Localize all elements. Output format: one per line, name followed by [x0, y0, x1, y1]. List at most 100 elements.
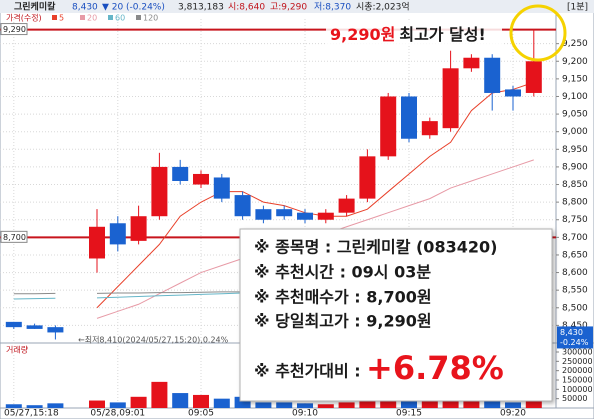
volume-bar: [276, 402, 293, 408]
reference-label-bg: [0, 23, 28, 36]
y-tick-label: 9,200: [562, 57, 588, 67]
candle-body: [359, 156, 376, 199]
volume-bar: [359, 396, 376, 408]
info-row: ※ 당일최고가 : 9,290원: [254, 312, 432, 331]
info-row: ※ 추천매수가 : 8,700원: [254, 288, 432, 307]
candle-body: [5, 321, 22, 328]
info-row: ※ 추천가대비 :: [254, 362, 361, 381]
volume-bar: [172, 393, 189, 408]
candle-body: [317, 212, 334, 220]
volume-title: 거래량: [6, 345, 29, 355]
y-tick-label: 8,850: [562, 180, 588, 190]
legend-swatch: [80, 15, 85, 20]
y-tick-label: 8,950: [562, 145, 588, 155]
legend-swatch: [108, 15, 113, 20]
callout: 9,290원 최고가 달성!: [330, 25, 486, 44]
volume-tick-label: 300000: [562, 348, 593, 357]
callout-bg: [326, 22, 502, 46]
y-tick-label: 8,450: [562, 321, 588, 331]
y-tick-label: 9,000: [562, 127, 588, 137]
volume-bar: [5, 404, 22, 408]
volume-bar: [213, 398, 230, 408]
market-cap: 시총:2,023억: [356, 1, 410, 13]
candle-body: [442, 68, 459, 129]
callout-price: 9,290원: [330, 25, 395, 44]
y-tick-label: 8,550: [562, 286, 588, 296]
y-tick-label: 9,050: [562, 110, 588, 120]
low-note: ←최저8,410(2024/05/27,15:20),0.24%: [78, 335, 229, 345]
volume-tick-label: 250000: [562, 357, 593, 366]
legend-label: 5: [59, 14, 64, 23]
ma-line: [13, 297, 56, 300]
y-tick-label: 9,150: [562, 74, 588, 84]
legend-title: 가격(수정): [6, 13, 42, 23]
price: 8,430: [72, 3, 98, 13]
candle-body: [130, 216, 147, 241]
candle-body: [421, 121, 438, 136]
volume: 3,813,183: [178, 3, 224, 13]
candle-body: [234, 195, 251, 217]
volume-bar: [255, 402, 272, 408]
volume-bar: [317, 404, 334, 408]
reference-label: 8,700: [3, 233, 26, 242]
change: ▼ 20: [102, 3, 124, 13]
volume-bar: [151, 381, 168, 408]
candle-body: [297, 212, 313, 220]
volume-tick-label: 200000: [562, 366, 593, 375]
legend-swatch: [52, 15, 57, 20]
candle-body: [255, 209, 272, 220]
candle-body: [26, 325, 43, 329]
open: 시:8,640: [228, 2, 265, 13]
volume-bar: [338, 402, 355, 408]
last-price: 8,430: [560, 328, 583, 337]
header-bar: [0, 0, 594, 13]
change-rate: (-0.24%): [126, 3, 165, 13]
candle-body: [463, 57, 480, 69]
info-row: ※ 추천시간 : 09시 03분: [254, 263, 431, 282]
volume-bar: [234, 396, 251, 408]
candle-body: [484, 57, 501, 93]
y-tick-label: 8,650: [562, 250, 588, 260]
low: 저:8,370: [314, 2, 351, 13]
x-tick-label: 05/28,09:01: [90, 409, 145, 419]
overlay: ※ 종목명 : 그린케미칼 (083420) ※ 추천시간 : 09시 03분 …: [239, 4, 567, 402]
y-tick-label: 8,500: [562, 303, 588, 313]
candle-body: [380, 96, 397, 157]
legend-label: 120: [143, 14, 158, 23]
x-tick-label: 09:10: [292, 409, 318, 419]
volume-tick-label: 50000: [562, 394, 587, 403]
info-row: ※ 종목명 : 그린케미칼 (083420): [254, 238, 497, 257]
info-highlight: +6.78%: [366, 349, 504, 387]
volume-bar: [89, 400, 105, 408]
candle-body: [172, 166, 189, 181]
reference-label: 9,290: [3, 25, 26, 34]
callout-text: 최고가 달성!: [399, 25, 485, 44]
candle-body: [338, 198, 355, 213]
volume-bar: [505, 402, 521, 408]
volume-bar: [130, 396, 147, 408]
candle-body: [109, 223, 126, 245]
x-tick-label: 09:05: [188, 409, 214, 419]
y-tick-label: 8,800: [562, 198, 588, 208]
candle-body: [213, 177, 230, 199]
y-tick-label: 8,750: [562, 215, 588, 225]
reference-label-bg: [0, 230, 28, 243]
legend-swatch: [136, 15, 141, 20]
ma-line: [96, 81, 534, 309]
volume-bar: [297, 403, 313, 408]
candle-body: [47, 327, 64, 333]
legend-label: 20: [87, 14, 97, 23]
candle-body: [505, 89, 521, 97]
volume-bar: [47, 403, 64, 408]
period[interactable]: [1분]: [567, 2, 588, 13]
x-tick-label: 09:20: [500, 409, 526, 419]
legend-label: 60: [115, 14, 125, 23]
volume-tick-label: 150000: [562, 376, 593, 385]
candle-body: [151, 166, 168, 217]
volume-bar: [463, 398, 480, 408]
y-tick-label: 8,600: [562, 268, 588, 278]
candle-body: [193, 173, 209, 185]
candle-body: [525, 61, 542, 93]
y-tick-label: 8,900: [562, 162, 588, 172]
